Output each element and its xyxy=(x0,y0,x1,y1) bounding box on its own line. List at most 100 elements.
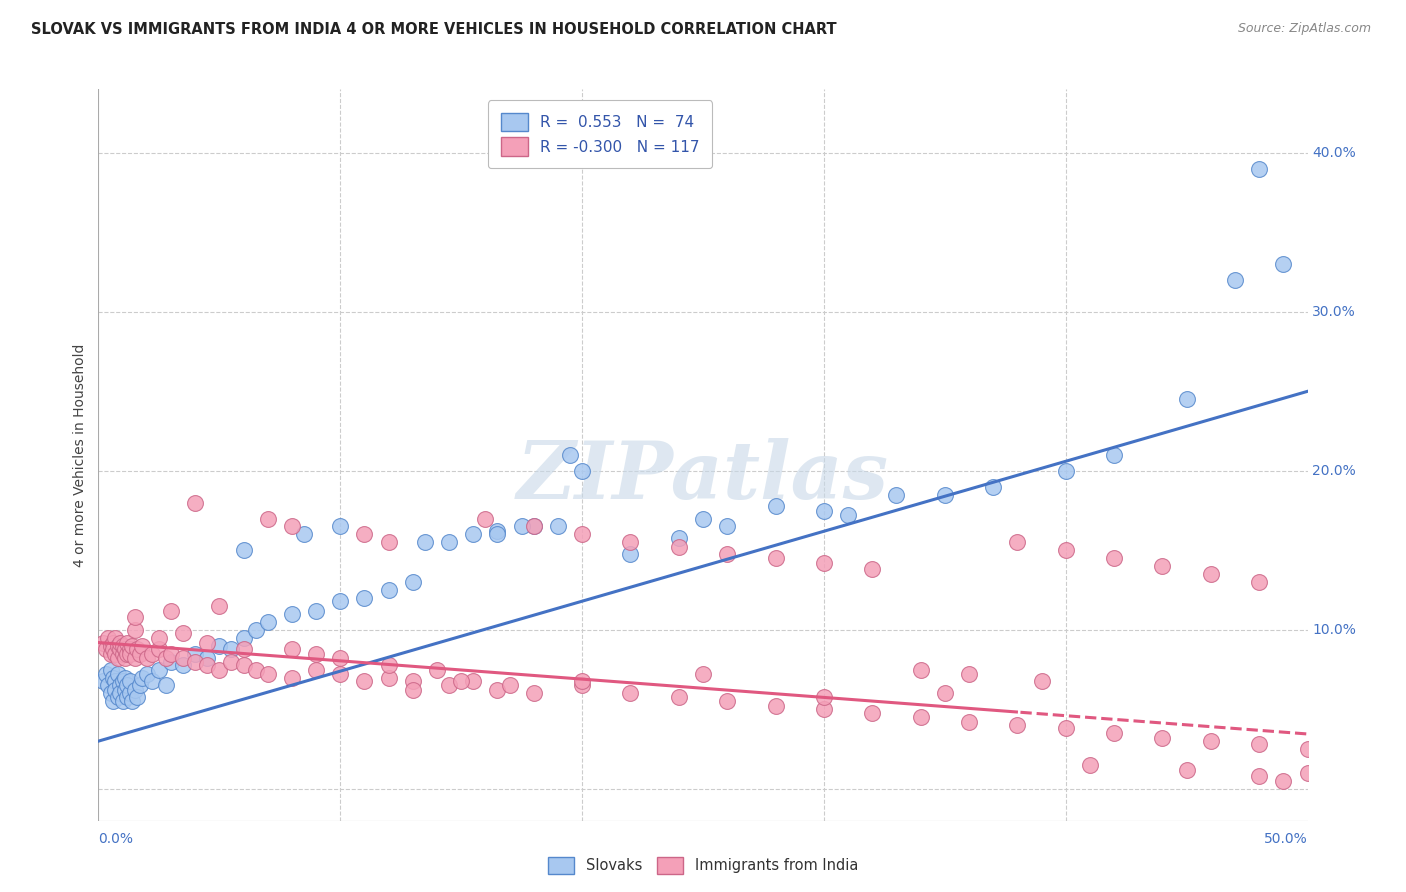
Point xyxy=(114,651,136,665)
Point xyxy=(111,673,134,688)
Point xyxy=(934,488,956,502)
Point xyxy=(184,495,207,509)
Point xyxy=(172,626,194,640)
Point xyxy=(305,647,328,661)
Text: 0.0%: 0.0% xyxy=(98,831,134,846)
Text: 20.0%: 20.0% xyxy=(1312,464,1357,478)
Point xyxy=(813,690,835,704)
Point xyxy=(765,551,787,566)
Point xyxy=(127,641,149,656)
Point xyxy=(108,686,131,700)
Point xyxy=(1102,726,1125,740)
Point xyxy=(571,527,593,541)
Point xyxy=(148,641,170,656)
Point xyxy=(108,635,131,649)
Point xyxy=(131,639,153,653)
Point xyxy=(813,702,835,716)
Point xyxy=(668,690,690,704)
Point xyxy=(1102,448,1125,462)
Point xyxy=(101,641,124,656)
Point xyxy=(571,464,593,478)
Point xyxy=(692,511,714,525)
Point xyxy=(111,694,134,708)
Legend: Slovaks, Immigrants from India: Slovaks, Immigrants from India xyxy=(543,851,863,880)
Point xyxy=(1054,464,1077,478)
Point xyxy=(486,527,509,541)
Point xyxy=(1054,543,1077,558)
Point xyxy=(160,647,183,661)
Point xyxy=(413,535,436,549)
Point xyxy=(104,683,127,698)
Point xyxy=(135,667,157,681)
Point xyxy=(208,639,231,653)
Y-axis label: 4 or more Vehicles in Household: 4 or more Vehicles in Household xyxy=(73,343,87,566)
Point xyxy=(498,678,520,692)
Point xyxy=(184,647,207,661)
Point xyxy=(127,690,149,704)
Point xyxy=(281,671,304,685)
Point xyxy=(1249,737,1271,751)
Point xyxy=(221,655,243,669)
Point xyxy=(245,623,267,637)
Point xyxy=(245,663,267,677)
Point xyxy=(111,639,134,653)
Point xyxy=(1078,758,1101,772)
Point xyxy=(292,527,315,541)
Point xyxy=(1031,673,1053,688)
Point xyxy=(450,673,472,688)
Point xyxy=(837,508,859,523)
Point xyxy=(329,651,352,665)
Point xyxy=(619,547,641,561)
Point xyxy=(486,683,509,698)
Point xyxy=(124,651,146,665)
Point xyxy=(1249,769,1271,783)
Point xyxy=(100,639,122,653)
Point xyxy=(117,647,139,661)
Point xyxy=(114,641,136,656)
Point xyxy=(377,671,399,685)
Point xyxy=(208,663,231,677)
Point xyxy=(118,647,141,661)
Point xyxy=(232,641,254,656)
Point xyxy=(377,535,399,549)
Point xyxy=(558,448,581,462)
Point xyxy=(1054,722,1077,736)
Point xyxy=(232,543,254,558)
Point xyxy=(813,503,835,517)
Point xyxy=(1175,763,1198,777)
Legend: R =  0.553   N =  74, R = -0.300   N = 117: R = 0.553 N = 74, R = -0.300 N = 117 xyxy=(488,101,711,169)
Point xyxy=(100,663,122,677)
Point xyxy=(155,651,177,665)
Point xyxy=(118,686,141,700)
Point xyxy=(94,667,117,681)
Point xyxy=(117,690,139,704)
Point xyxy=(172,651,194,665)
Point xyxy=(510,519,533,533)
Point xyxy=(402,575,425,590)
Point xyxy=(208,599,231,613)
Point xyxy=(184,655,207,669)
Point xyxy=(108,678,131,692)
Point xyxy=(97,631,120,645)
Point xyxy=(934,686,956,700)
Point xyxy=(860,562,883,576)
Point xyxy=(232,631,254,645)
Point xyxy=(463,673,485,688)
Point xyxy=(91,673,114,688)
Point xyxy=(124,623,146,637)
Point xyxy=(256,667,278,681)
Point xyxy=(124,683,146,698)
Point xyxy=(195,651,218,665)
Point xyxy=(114,671,136,685)
Point xyxy=(160,655,183,669)
Point xyxy=(765,699,787,714)
Point xyxy=(141,647,163,661)
Point xyxy=(128,647,150,661)
Point xyxy=(1152,559,1174,574)
Point xyxy=(121,694,143,708)
Point xyxy=(118,641,141,656)
Point xyxy=(716,547,738,561)
Point xyxy=(402,683,425,698)
Point xyxy=(353,673,375,688)
Point xyxy=(571,678,593,692)
